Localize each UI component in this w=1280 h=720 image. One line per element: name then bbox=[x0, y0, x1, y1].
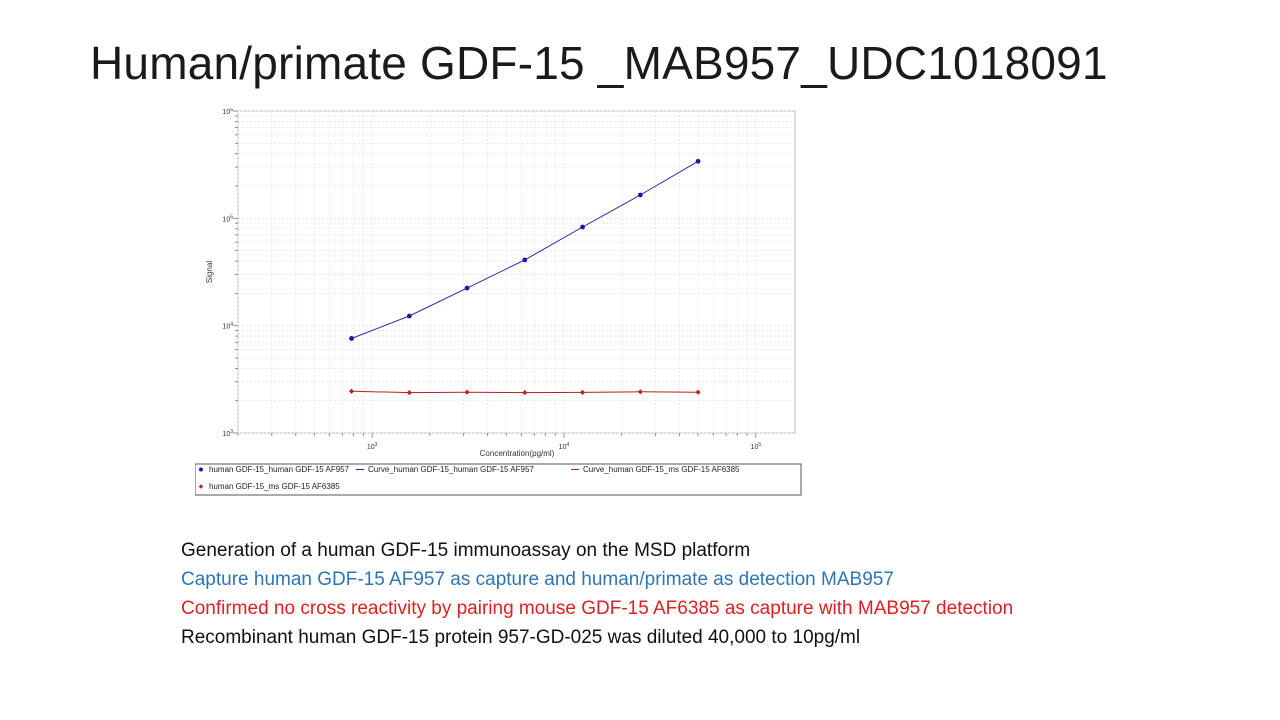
data-point bbox=[695, 389, 701, 395]
y-tick-label: 105 bbox=[222, 214, 233, 223]
y-tick-label: 104 bbox=[222, 322, 233, 331]
legend-label: human GDF-15_ms GDF-15 AF6385 bbox=[209, 482, 340, 491]
x-tick-label: 103 bbox=[367, 442, 378, 451]
grid bbox=[237, 110, 795, 434]
x-axis-label: Concentration(pg/ml) bbox=[480, 449, 555, 458]
legend-label: Curve_human GDF-15_ms GDF-15 AF6385 bbox=[583, 465, 740, 474]
note-line-2: Capture human GDF-15 AF957 as capture an… bbox=[181, 569, 894, 590]
data-point bbox=[406, 313, 412, 319]
legend-label: Curve_human GDF-15_human GDF-15 AF957 bbox=[368, 465, 534, 474]
x-tick-label: 105 bbox=[751, 442, 762, 451]
data-point bbox=[406, 389, 412, 396]
data-point bbox=[464, 285, 470, 291]
data-point bbox=[349, 336, 354, 341]
y-tick-label: 106 bbox=[222, 108, 233, 116]
legend-label: human GDF-15_human GDF-15 AF957 bbox=[209, 465, 350, 474]
y-tick-label: 103 bbox=[222, 429, 233, 438]
data-point bbox=[637, 192, 643, 198]
chart: 103 104 105 103 104 105 106 Signal Concentrati… bbox=[195, 108, 802, 496]
legend-marker bbox=[199, 467, 203, 472]
slide-title: Human/primate GDF-15 _MAB957_UDC1018091 bbox=[90, 37, 1108, 89]
x-tick-label: 104 bbox=[559, 442, 570, 451]
data-point bbox=[522, 389, 528, 396]
data-point bbox=[695, 158, 701, 164]
note-line-4: Recombinant human GDF-15 protein 957-GD-… bbox=[181, 627, 861, 648]
data-point bbox=[637, 389, 643, 395]
data-point bbox=[579, 389, 586, 395]
legend-box bbox=[195, 463, 802, 496]
note-line-3: Confirmed no cross reactivity by pairing… bbox=[181, 598, 1014, 619]
y-axis-label: Signal bbox=[205, 261, 214, 283]
note-line-1: Generation of a human GDF-15 immunoassay… bbox=[181, 540, 751, 561]
data-point bbox=[464, 389, 470, 395]
notes: Generation of a human GDF-15 immunoassay… bbox=[181, 536, 1013, 652]
data-point bbox=[580, 224, 585, 230]
series-layer bbox=[348, 158, 701, 396]
data-point bbox=[522, 257, 528, 263]
plot-area bbox=[237, 110, 796, 434]
axis-ticks: 103 104 105 103 104 105 106 bbox=[222, 108, 761, 451]
